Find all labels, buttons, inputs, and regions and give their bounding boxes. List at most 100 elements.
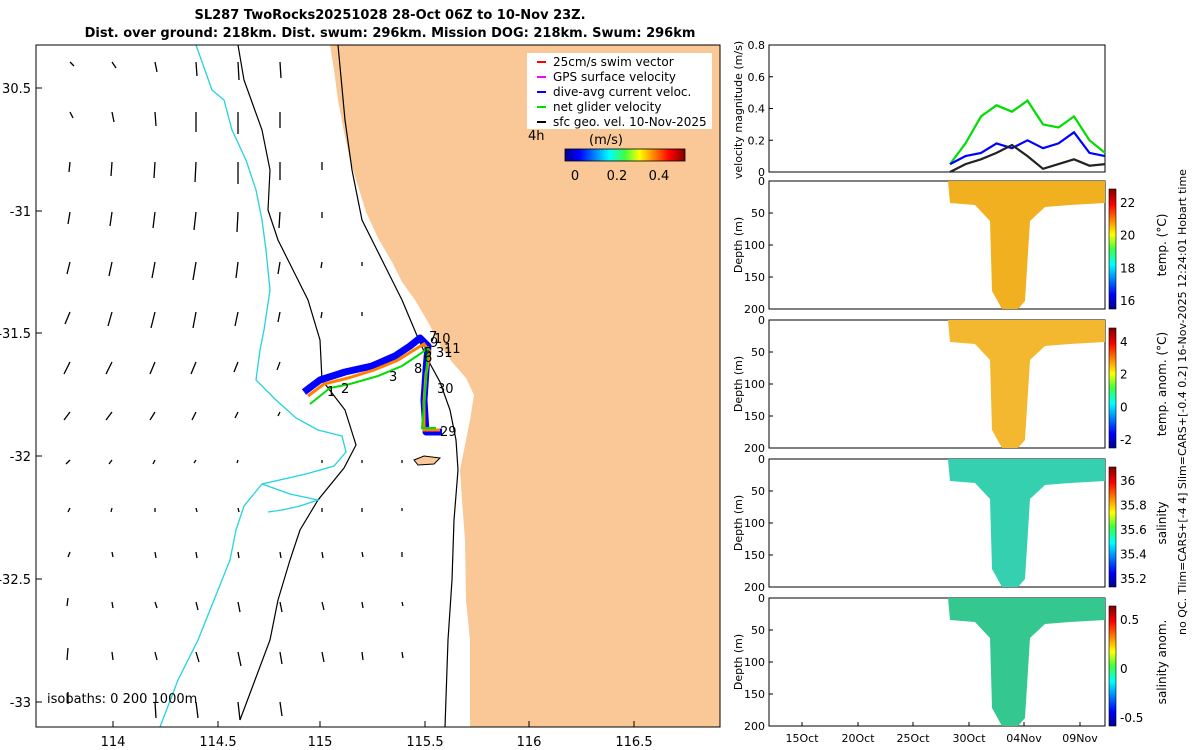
panel-colorbar [1108, 466, 1117, 588]
legend-label: GPS surface velocity [553, 70, 676, 84]
depth-tick-label: 100 [744, 656, 765, 669]
depth-panel-salinity: 0 50 100 150 200 Depth (m) 36 35.8 35.6 35.4 35.2 s… [732, 453, 1169, 594]
colorbar-tick-label: 22 [1120, 196, 1135, 210]
lat-tick-label: 30.5 [2, 82, 31, 97]
depth-tick-label: 50 [751, 624, 765, 637]
legend-label: sfc geo. vel. 10-Nov-2025 [553, 115, 707, 129]
day-label: 10 [434, 332, 451, 347]
velocity-panel [768, 44, 1106, 173]
colorbar-tick-label: 16 [1120, 294, 1135, 308]
lon-tick-label: 116.5 [615, 735, 652, 750]
colorbar-tick-label: 0 [1120, 400, 1128, 414]
colorbar-tick-label: 35.8 [1120, 499, 1147, 513]
glider-track [301, 334, 442, 436]
isobath-200 [337, 44, 459, 728]
depth-ylabel: Depth (m) [732, 634, 745, 690]
velocity-ytick-label: 0 [758, 166, 765, 179]
depth-tick-label: 200 [744, 720, 765, 733]
day-label: 8 [414, 362, 422, 377]
depth-ylabel: Depth (m) [732, 495, 745, 551]
chart-title: SL287 TwoRocks20251028 28-Oct 06Z to 10-… [194, 8, 586, 23]
colorbar-tick-label: 0 [571, 169, 579, 184]
velocity-yaxis: 0 0.2 0.4 0.6 0.8 [748, 39, 773, 179]
lat-axis: 30.5 -31 -31.5 -32 -32.5 -33 [0, 82, 42, 711]
depth-tick-label: 0 [758, 592, 765, 605]
depth-tick-label: 50 [751, 346, 765, 359]
isobath-shelf-branch [261, 483, 321, 513]
colorbar-tick-label: 0 [1120, 662, 1128, 676]
day-label: 31 [436, 346, 453, 361]
depth-tick-label: 150 [744, 410, 765, 423]
velocity-ylabel: velocity magnitude (m/s) [732, 41, 745, 179]
depth-tick-label: 200 [744, 442, 765, 455]
velocity-ytick-label: 0.4 [748, 103, 766, 116]
chart-subtitle: Dist. over ground: 218km. Dist. swum: 29… [84, 26, 696, 41]
colorbar-title: (m/s) [589, 133, 623, 148]
time-tick-label: 09Nov [1062, 732, 1098, 745]
label-4h: 4h [528, 129, 545, 144]
lat-tick-label: -32.5 [0, 573, 31, 588]
colorbar-label: temp. (°C) [1155, 214, 1169, 277]
depth-panel-temp_anomaly: 0 50 100 150 200 Depth (m) 4 2 0 -2 temp. anom. (°… [732, 314, 1169, 455]
legend-label: 25cm/s swim vector [553, 55, 674, 69]
colorbar-tick-label: 18 [1120, 261, 1135, 275]
legend-label: dive-avg current veloc. [553, 85, 691, 99]
legend-box [527, 53, 712, 129]
day-label: 11 [444, 342, 461, 357]
colorbar-tick-label: 36 [1120, 474, 1135, 488]
depth-tick-label: 150 [744, 688, 765, 701]
depth-tick-label: 100 [744, 378, 765, 391]
panel-colorbar [1108, 188, 1117, 310]
day-label: 30 [437, 382, 454, 397]
lat-tick-label: -32 [10, 450, 31, 465]
island-shape [413, 455, 442, 466]
velocity-ytick-label: 0.2 [748, 134, 766, 147]
depth-tick-label: 150 [744, 549, 765, 562]
depth-tick-label: 200 [744, 303, 765, 316]
time-axis: 15Oct 20Oct 25Oct 30Oct 04Nov 09Nov [785, 722, 1098, 745]
profile-data [948, 181, 1105, 309]
isobath-1000 [237, 44, 357, 721]
map-colorbar [564, 148, 686, 162]
lat-tick-label: -31.5 [0, 327, 31, 342]
colorbar-tick-label: 4 [1120, 335, 1128, 349]
day-label: 3 [389, 370, 397, 385]
colorbar-tick-label: 35.2 [1120, 572, 1147, 586]
profile-data [948, 598, 1105, 726]
time-tick-label: 25Oct [896, 732, 930, 745]
day-label: 1 [327, 385, 335, 400]
lat-tick-label: -33 [10, 696, 31, 711]
colorbar-label: temp. anom. (°C) [1155, 332, 1169, 436]
velocity-series [949, 99, 1106, 173]
day-label: 7 [429, 330, 437, 345]
land-area [330, 45, 720, 727]
lon-tick-label: 115 [308, 735, 333, 750]
lon-axis: 114 114.5 115 115.5 116 116.5 [101, 721, 653, 750]
colorbar-tick-label: 35.4 [1120, 548, 1147, 562]
velocity-ytick-label: 0.8 [748, 39, 766, 52]
depth-tick-label: 0 [758, 314, 765, 327]
velocity-line [949, 143, 1106, 173]
colorbar-label: salinity anom. [1155, 620, 1169, 705]
legend-label: net glider velocity [553, 100, 661, 114]
velocity-line [949, 130, 1106, 166]
depth-panel-sal_anomaly: 0 50 100 150 200 Depth (m) 0.5 0 -0.5 salinity an… [732, 592, 1169, 733]
side-note: no QC. Tlim=CARS+[-4 4] Slim=CARS+[-0.4 … [1176, 169, 1189, 635]
lat-tick-label: -31 [10, 205, 31, 220]
depth-tick-label: 0 [758, 453, 765, 466]
time-tick-label: 30Oct [952, 732, 986, 745]
depth-ylabel: Depth (m) [732, 356, 745, 412]
colorbar-tick-label: 20 [1120, 229, 1135, 243]
colorbar-tick-label: 2 [1120, 368, 1128, 382]
day-label: 29 [440, 425, 457, 440]
day-label: 2 [341, 382, 349, 397]
day-label: 6 [424, 351, 432, 366]
time-tick-label: 04Nov [1006, 732, 1042, 745]
depth-tick-label: 100 [744, 239, 765, 252]
velocity-ytick-label: 0.6 [748, 71, 766, 84]
depth-tick-label: 50 [751, 485, 765, 498]
